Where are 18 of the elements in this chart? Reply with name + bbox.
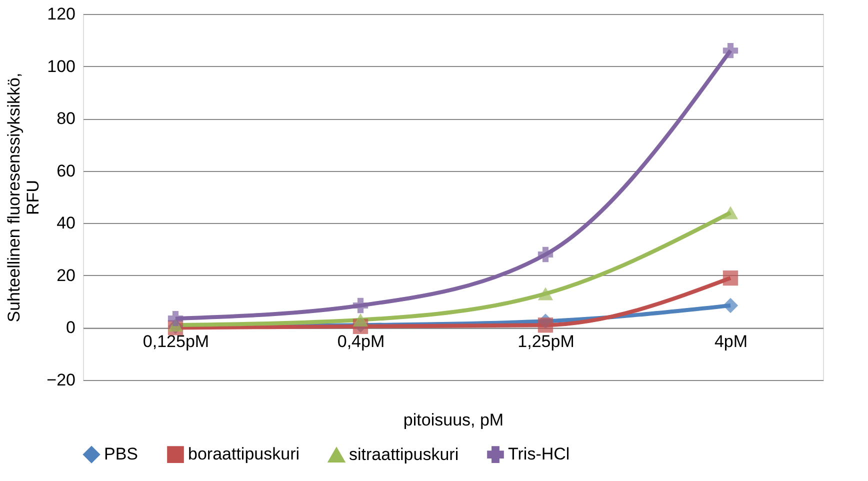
y-tick-label: 40: [56, 214, 76, 233]
y-tick-label: −20: [46, 370, 76, 390]
y-tick-label: 80: [56, 109, 76, 128]
y-tick-label: 100: [47, 56, 76, 76]
y-tick-label: 120: [47, 4, 76, 24]
x-tick-label: 0,125pM: [142, 332, 210, 352]
x-tick-label: 1,25pM: [518, 332, 574, 352]
legend-label: PBS: [104, 444, 138, 464]
legend-label: Tris-HCl: [508, 444, 570, 464]
x-axis-title: pitoisuus, pM: [403, 410, 504, 430]
legend-label: sitraattipuskuri: [349, 445, 459, 464]
legend-label: boraattipuskuri: [188, 444, 300, 464]
y-tick-label: 60: [56, 161, 76, 180]
y-axis-title: Suhteellinen fluoresenssiyksikkö, RFU: [4, 72, 43, 322]
y-tick-label: 0: [66, 318, 76, 338]
y-tick-label: 20: [56, 266, 76, 285]
x-tick-label: 0,4pM: [337, 332, 385, 352]
x-tick-label: 4pM: [714, 332, 748, 352]
